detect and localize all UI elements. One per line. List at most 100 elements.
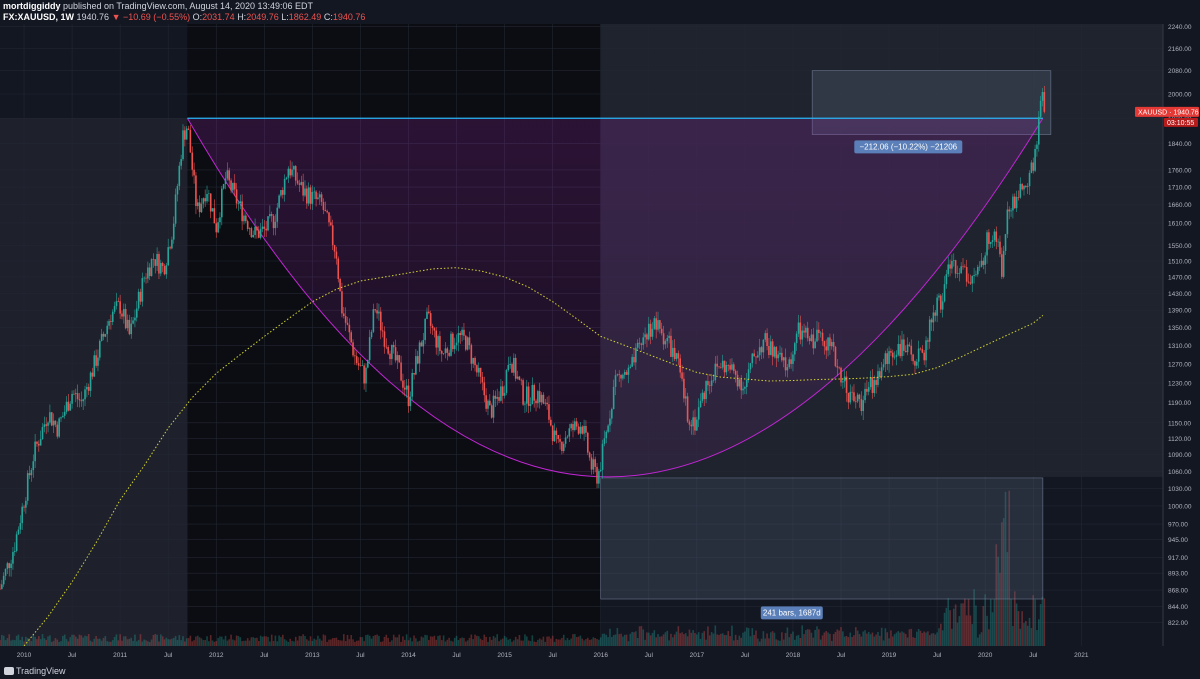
volume-bar [590,639,593,646]
volume-bar [189,635,192,646]
volume-bar [376,634,378,646]
candle-body [640,343,643,345]
time-axis[interactable] [0,646,1200,666]
volume-bar [439,635,441,646]
candle-body [858,394,861,400]
volume-bar [368,635,371,646]
price-axis[interactable] [1163,24,1200,646]
candle-body [853,392,855,402]
candle-body [962,266,964,267]
volume-bar [28,638,31,646]
candle-body [708,385,711,386]
candle-body [257,230,260,238]
candle-body [1025,185,1027,188]
candle-body [468,337,471,346]
volume-bar [1015,603,1018,646]
volume-bar [734,634,737,646]
time-axis-label: 2016 [593,652,608,659]
volume-bar [860,636,863,646]
volume-bar [949,610,951,646]
candle-body [904,350,907,353]
candle-body [65,401,68,412]
candle-body [616,374,619,376]
candle-body [716,363,718,367]
candle-body [801,330,803,340]
candle-body [198,202,201,213]
volume-bar [217,638,219,646]
volume-bar [527,640,530,646]
price-axis-label: 1030.00 [1168,486,1192,493]
candle-body [487,400,489,409]
cup-curve[interactable] [186,117,1044,478]
volume-bar [967,598,970,646]
volume-bar [721,633,724,646]
volume-bar [764,638,767,646]
volume-bar [359,636,362,646]
volume-bar [409,637,412,646]
volume-bar [256,637,258,646]
candle-body [97,357,99,366]
volume-bar [444,641,447,646]
volume-bar [666,630,669,646]
volume-bar [771,631,774,646]
price-chart[interactable]: 822.00 844.00 868.00 893.00 917.00 945.00 970.… [0,24,1200,666]
volume-bar [141,641,144,646]
volume-bar [283,639,286,646]
volume-bar [1034,599,1036,646]
candle-body [459,333,462,336]
candle-body [193,169,195,176]
candle-body [221,188,223,218]
volume-bar [880,627,883,646]
volume-bar [514,636,517,646]
volume-bar [485,636,487,646]
volume-bar [0,640,1,646]
volume-bar [830,640,833,646]
volume-bar [623,634,626,646]
candle-body [579,426,582,434]
volume-bar [738,635,741,646]
candle-body [890,351,892,353]
volume-bar [516,639,519,646]
candle-body [256,226,258,231]
volume-bar [975,605,977,646]
price-axis-label: 1350.00 [1168,325,1192,332]
author-name[interactable]: mortdiggiddy [3,1,61,11]
volume-bar [660,636,663,646]
volume-bar [670,633,672,646]
volume-bar [873,636,876,646]
volume-bar [453,637,456,646]
volume-bar [696,634,698,646]
volume-bar [30,640,33,646]
candle-body [30,470,33,476]
candle-body [372,309,375,332]
volume-bar [762,631,765,646]
candle-body [862,400,864,412]
volume-bar [635,631,637,646]
candle-body [609,418,611,426]
candle-body [631,356,633,367]
candle-body [169,247,171,249]
volume-bar [167,639,170,646]
bars-range-box[interactable] [600,477,1044,600]
volume-bar [123,636,125,646]
volume-bar [742,632,744,646]
candle-body [73,393,75,395]
tradingview-footer[interactable]: TradingView [4,666,66,676]
volume-bar [1032,595,1035,646]
symbol-label[interactable]: FX:XAUUSD, 1W [3,12,75,22]
price-axis-label: 1000.00 [1168,503,1192,510]
volume-bar [827,632,829,646]
candle-body [923,352,925,361]
volume-bar [707,626,709,646]
candle-body [39,439,42,446]
volume-bar [196,635,199,646]
candle-body [779,352,781,355]
candle-body [829,337,831,347]
candle-body [1021,183,1023,190]
candle-body [769,341,772,356]
volume-bar [354,641,356,646]
candle-body [568,428,571,437]
candle-body [123,309,125,317]
candle-body [156,253,158,266]
candle-body [208,193,210,195]
